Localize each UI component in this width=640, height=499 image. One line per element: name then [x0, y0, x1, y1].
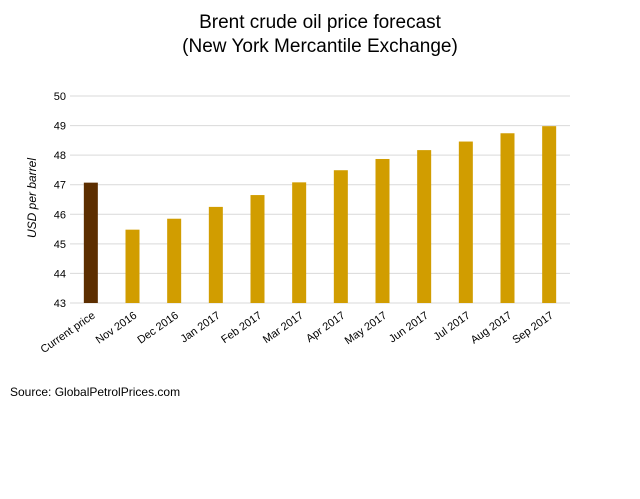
bar-5: [292, 182, 307, 303]
bar-4: [250, 195, 265, 303]
y-tick-label: 44: [54, 268, 66, 280]
bar-7: [375, 158, 390, 303]
y-tick-label: 49: [54, 121, 66, 133]
x-tick-label: Nov 2016: [94, 310, 139, 347]
bar-0: [83, 182, 98, 303]
chart-subtitle: (New York Mercantile Exchange): [182, 36, 458, 57]
source-note: Source: GlobalPetrolPrices.com: [10, 385, 180, 399]
bar-6: [333, 170, 348, 303]
y-tick-label: 46: [54, 209, 66, 221]
x-tick-label: Dec 2016: [135, 310, 180, 347]
x-tick-label: Sep 2017: [510, 310, 555, 347]
bar-9: [458, 141, 473, 303]
x-tick-label: Aug 2017: [469, 310, 514, 347]
x-tick-label: Mar 2017: [261, 310, 306, 346]
bar-11: [542, 126, 557, 303]
bars: [83, 126, 557, 303]
x-tick-label: Feb 2017: [219, 310, 264, 346]
y-axis-label: USD per barrel: [25, 158, 39, 238]
x-tick-label: May 2017: [343, 310, 389, 348]
y-axis-ticks: 43 44 45 46 47 48 49 50: [54, 91, 66, 310]
bar-8: [417, 150, 432, 303]
y-tick-label: 47: [54, 180, 66, 192]
bar-3: [208, 206, 223, 303]
bar-1: [125, 229, 140, 303]
x-tick-label: Jun 2017: [387, 310, 431, 346]
gridlines: [70, 95, 570, 304]
y-tick-label: 50: [54, 91, 66, 103]
bar-2: [167, 218, 182, 303]
x-tick-label: Jul 2017: [432, 310, 473, 344]
y-tick-label: 43: [54, 298, 66, 310]
y-tick-label: 45: [54, 239, 66, 251]
y-tick-label: 48: [54, 150, 66, 162]
chart-title: Brent crude oil price forecast: [199, 12, 442, 33]
bar-10: [500, 133, 515, 303]
x-tick-label: Current price: [39, 310, 98, 356]
x-tick-label: Apr 2017: [304, 310, 347, 345]
x-tick-label: Jan 2017: [179, 310, 223, 346]
